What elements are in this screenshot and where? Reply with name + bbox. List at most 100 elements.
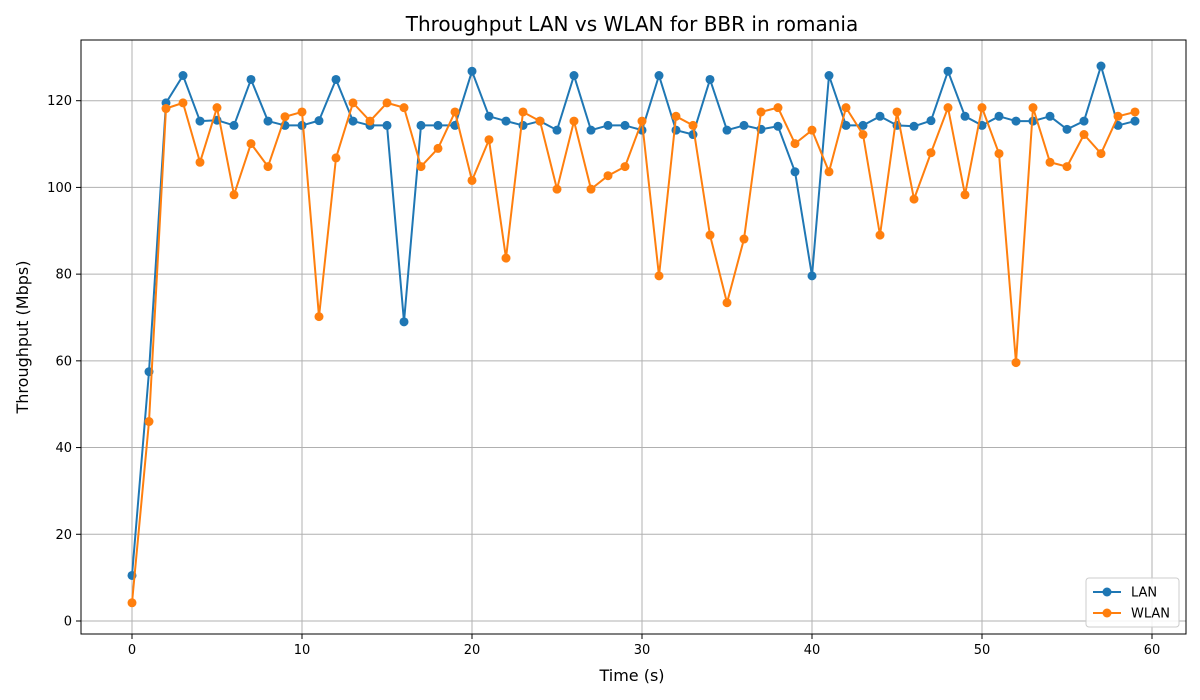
y-axis-label: Throughput (Mbps) xyxy=(13,261,32,415)
data-point-wlan xyxy=(416,162,426,172)
data-point-lan xyxy=(909,121,919,131)
data-point-lan xyxy=(501,116,511,126)
data-point-wlan xyxy=(756,107,766,117)
data-point-lan xyxy=(263,116,273,126)
x-axis-label: Time (s) xyxy=(598,666,664,685)
data-point-wlan xyxy=(450,107,460,117)
data-point-wlan xyxy=(1079,130,1089,140)
data-point-wlan xyxy=(433,143,443,153)
data-point-lan xyxy=(484,111,494,121)
legend-wlan-label: WLAN xyxy=(1131,607,1170,622)
data-point-wlan xyxy=(144,417,154,427)
y-tick-label: 20 xyxy=(55,528,72,543)
chart-title: Throughput LAN vs WLAN for BBR in romani… xyxy=(405,12,859,36)
data-point-wlan xyxy=(127,598,137,608)
data-point-wlan xyxy=(875,230,885,240)
data-point-lan xyxy=(960,111,970,121)
data-point-lan xyxy=(620,120,630,130)
data-point-lan xyxy=(705,74,715,84)
data-point-lan xyxy=(1079,116,1089,126)
data-point-wlan xyxy=(348,98,358,108)
data-point-lan xyxy=(671,125,681,135)
data-point-wlan xyxy=(535,116,545,126)
x-tick-label: 50 xyxy=(974,643,991,658)
data-point-wlan xyxy=(926,148,936,158)
data-point-wlan xyxy=(229,190,239,200)
data-point-lan xyxy=(518,120,528,130)
data-point-wlan xyxy=(909,194,919,204)
series-wlan xyxy=(127,98,1140,608)
plot-frame xyxy=(80,39,1187,635)
data-point-wlan xyxy=(1113,111,1123,121)
data-point-wlan xyxy=(1062,162,1072,172)
data-point-lan xyxy=(382,120,392,130)
data-point-wlan xyxy=(297,107,307,117)
data-point-wlan xyxy=(467,175,477,185)
data-point-wlan xyxy=(824,167,834,177)
data-point-lan xyxy=(195,116,205,126)
x-tick-label: 60 xyxy=(1144,643,1161,658)
data-point-wlan xyxy=(161,104,171,114)
data-point-wlan xyxy=(501,253,511,263)
data-point-wlan xyxy=(1096,149,1106,159)
data-point-lan xyxy=(926,116,936,126)
data-point-lan xyxy=(433,120,443,130)
data-point-lan xyxy=(1062,124,1072,134)
data-point-lan xyxy=(739,120,749,130)
data-point-wlan xyxy=(569,116,579,126)
data-point-lan xyxy=(229,120,239,130)
data-point-wlan xyxy=(603,171,613,181)
x-tick-label: 20 xyxy=(464,643,481,658)
data-point-lan xyxy=(858,120,868,130)
legend: LAN WLAN xyxy=(1085,577,1180,628)
data-point-lan xyxy=(1096,61,1106,71)
data-point-lan xyxy=(841,120,851,130)
data-point-wlan xyxy=(960,190,970,200)
data-point-wlan xyxy=(892,107,902,117)
series-line-wlan xyxy=(131,101,1136,603)
data-point-wlan xyxy=(654,271,664,281)
x-tick-label: 40 xyxy=(804,643,821,658)
data-point-wlan xyxy=(1130,107,1140,117)
data-point-wlan xyxy=(263,162,273,172)
data-point-wlan xyxy=(484,135,494,145)
data-point-lan xyxy=(467,66,477,76)
data-point-wlan xyxy=(586,184,596,194)
data-point-lan xyxy=(246,74,256,84)
data-point-lan xyxy=(416,120,426,130)
data-point-wlan xyxy=(620,162,630,172)
data-point-wlan xyxy=(399,103,409,113)
series-lan xyxy=(127,61,1140,580)
data-point-wlan xyxy=(722,298,732,308)
data-point-lan xyxy=(790,167,800,177)
data-point-wlan xyxy=(773,103,783,113)
data-point-wlan xyxy=(671,111,681,121)
data-point-wlan xyxy=(331,153,341,163)
y-tick-label: 0 xyxy=(64,614,72,629)
y-tick-label: 40 xyxy=(55,441,72,456)
data-point-wlan xyxy=(688,120,698,130)
series xyxy=(127,61,1140,608)
data-point-wlan xyxy=(552,184,562,194)
data-point-lan xyxy=(552,125,562,135)
data-point-wlan xyxy=(365,116,375,126)
data-point-lan xyxy=(807,271,817,281)
x-tick-label: 0 xyxy=(128,643,136,658)
y-tick-label: 80 xyxy=(55,268,72,283)
data-point-wlan xyxy=(637,116,647,126)
grid xyxy=(81,40,1186,634)
data-point-lan xyxy=(824,71,834,81)
data-point-lan xyxy=(994,111,1004,121)
ticks: 0 10 20 30 40 50 60 0 20 40 60 80 100 120 xyxy=(47,94,1160,658)
data-point-lan xyxy=(773,121,783,131)
data-point-wlan xyxy=(858,130,868,140)
data-point-wlan xyxy=(1028,103,1038,113)
y-tick-label: 100 xyxy=(47,181,72,196)
data-point-lan xyxy=(178,71,188,81)
legend-lan-label: LAN xyxy=(1131,586,1157,601)
data-point-lan xyxy=(348,116,358,126)
data-point-wlan xyxy=(807,125,817,135)
data-point-wlan xyxy=(705,230,715,240)
legend-lan-marker xyxy=(1102,587,1112,597)
